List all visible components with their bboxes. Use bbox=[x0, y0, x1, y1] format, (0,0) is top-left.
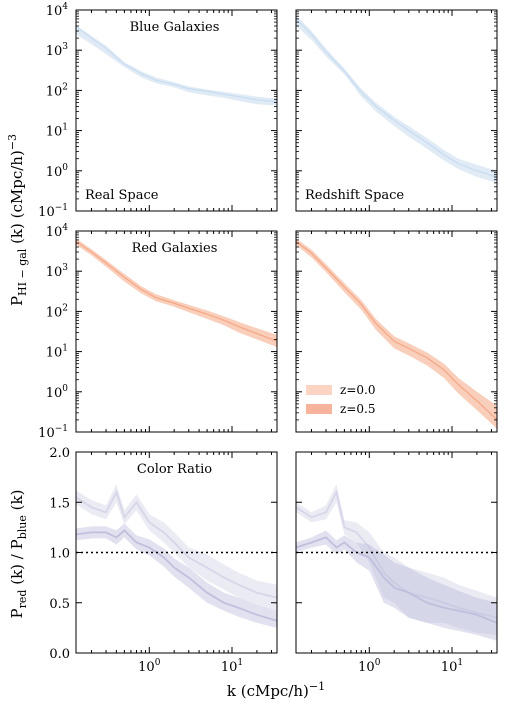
band-0 bbox=[296, 15, 497, 183]
ylabel-ratio-rest: (k) bbox=[8, 490, 26, 516]
x-tick-exp: 1 bbox=[237, 658, 243, 668]
panel-frame bbox=[75, 9, 278, 212]
y-tick-exp: −1 bbox=[55, 203, 68, 213]
plot-area bbox=[76, 238, 277, 347]
legend: z=0.0 z=0.5 bbox=[306, 383, 375, 416]
band-1 bbox=[296, 530, 497, 641]
ylabel-ratio-mid: (k) / P bbox=[8, 539, 26, 589]
y-tick-label: 104 bbox=[46, 2, 69, 19]
xlabel: k (cMpc/h)−1 bbox=[227, 680, 325, 700]
ylabel-exp: −3 bbox=[6, 134, 19, 150]
y-tick-exp: 0 bbox=[62, 384, 68, 394]
band-0 bbox=[76, 238, 277, 347]
plot-area bbox=[76, 25, 277, 106]
legend-swatch bbox=[306, 385, 332, 395]
y-tick-exp: 1 bbox=[62, 123, 68, 133]
x-tick-label: 100 bbox=[138, 658, 161, 675]
xlabel-exp: −1 bbox=[309, 680, 325, 693]
y-tick-label: 0.5 bbox=[49, 597, 70, 612]
y-tick-exp: 0 bbox=[62, 163, 68, 173]
x-tick-exp: 0 bbox=[155, 658, 161, 668]
ylabel-ratio-sub2: blue bbox=[16, 515, 29, 539]
plot-area bbox=[76, 484, 277, 628]
panel-blue-redshift: Redshift Space bbox=[295, 9, 498, 212]
y-tick-label: 102 bbox=[46, 303, 68, 320]
series-line-0 bbox=[296, 18, 497, 178]
ylabel-ratio: Pred (k) / Pblue (k) bbox=[8, 490, 29, 619]
ylabel-sub: HI − gal bbox=[16, 248, 29, 296]
y-tick-label: 10−1 bbox=[38, 203, 68, 220]
y-tick-label: 104 bbox=[46, 223, 69, 240]
x-tick-label: 101 bbox=[221, 658, 243, 675]
panel-title: Blue Galaxies bbox=[130, 20, 220, 35]
ylabel-ratio-p1: P bbox=[8, 608, 26, 618]
y-tick-exp: 2 bbox=[62, 82, 68, 92]
y-tick-label: 100 bbox=[46, 163, 69, 180]
band-0 bbox=[296, 238, 497, 429]
band-0 bbox=[76, 25, 277, 106]
plot-area bbox=[296, 484, 497, 641]
panel-frame bbox=[295, 9, 498, 212]
ylabel-ratio-sub1: red bbox=[16, 590, 29, 609]
legend-label: z=0.5 bbox=[340, 402, 375, 416]
y-tick-label: 1.0 bbox=[49, 547, 70, 562]
panel-frame bbox=[295, 230, 498, 433]
y-tick-label: 101 bbox=[46, 123, 68, 140]
series-line-0 bbox=[76, 240, 277, 342]
y-tick-exp: 4 bbox=[62, 223, 68, 233]
panel-ratio-redshift: 100 101 bbox=[295, 451, 498, 675]
panel-annotation: Real Space bbox=[85, 188, 159, 203]
band-0 bbox=[296, 484, 497, 635]
series-line-0 bbox=[76, 26, 277, 103]
x-tick-exp: 1 bbox=[457, 658, 463, 668]
plot-area bbox=[296, 15, 497, 183]
y-tick-exp: 2 bbox=[62, 303, 68, 313]
panel-red-redshift: z=0.0 z=0.5 bbox=[295, 230, 498, 433]
y-tick-exp: 3 bbox=[62, 42, 68, 52]
panel-annotation: Redshift Space bbox=[305, 188, 404, 203]
y-tick-label: 103 bbox=[46, 263, 69, 280]
panel-title: Red Galaxies bbox=[132, 241, 218, 256]
band-1 bbox=[76, 523, 277, 628]
y-tick-label: 10−1 bbox=[38, 424, 68, 441]
legend-label: z=0.0 bbox=[340, 383, 375, 397]
xlabel-main: k (cMpc/h) bbox=[227, 682, 309, 700]
y-tick-exp: 3 bbox=[62, 263, 68, 273]
y-tick-exp: −1 bbox=[55, 424, 68, 434]
panel-title: Color Ratio bbox=[137, 462, 212, 477]
ylabel-p: P bbox=[8, 296, 26, 306]
ylabel-rest: (k) (cMpc/h) bbox=[8, 150, 26, 249]
panel-ratio-real: 100 101 0.0 0.5 1.0 1.5 2.0 Color Ratio bbox=[49, 446, 278, 675]
y-tick-label: 2.0 bbox=[49, 446, 70, 461]
x-tick-exp: 0 bbox=[375, 658, 381, 668]
legend-swatch bbox=[306, 404, 332, 414]
y-tick-label: 101 bbox=[46, 344, 68, 361]
band-0 bbox=[76, 484, 277, 611]
y-tick-label: 100 bbox=[46, 384, 69, 401]
y-tick-exp: 1 bbox=[62, 344, 68, 354]
plot-area bbox=[296, 238, 497, 429]
panel-frame bbox=[75, 230, 278, 433]
series-line-0 bbox=[296, 489, 497, 619]
y-tick-exp: 4 bbox=[62, 2, 68, 12]
y-tick-label: 1.5 bbox=[49, 496, 70, 511]
series-line-1 bbox=[296, 536, 497, 624]
series-line-0 bbox=[296, 240, 497, 421]
y-tick-label: 103 bbox=[46, 42, 69, 59]
y-tick-label: 0.0 bbox=[49, 647, 70, 662]
x-tick-label: 101 bbox=[441, 658, 463, 675]
x-tick-label: 100 bbox=[358, 658, 381, 675]
series-line-1 bbox=[76, 529, 277, 622]
y-tick-label: 102 bbox=[46, 82, 68, 99]
ylabel-power-spectrum: PHI − gal (k) (cMpc/h)−3 bbox=[6, 134, 29, 306]
series-line-0 bbox=[76, 489, 277, 599]
